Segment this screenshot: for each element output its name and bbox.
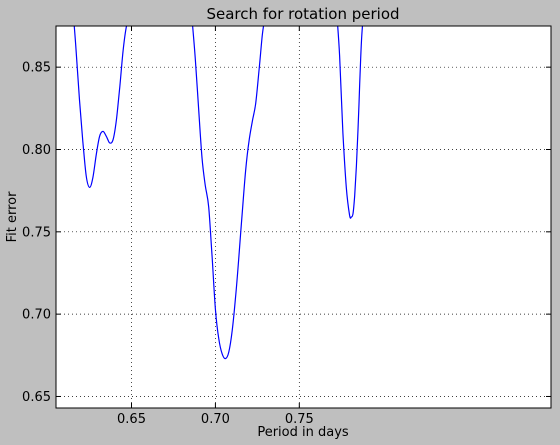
axis-ticks: 0.65 0.70 0.75 0.65 0.70 0.75 0.80 0.85 bbox=[22, 26, 551, 427]
series-line-segment-1 bbox=[73, 26, 128, 188]
y-tick-label: 0.75 bbox=[22, 225, 51, 240]
y-tick-label: 0.80 bbox=[22, 143, 51, 158]
x-tick-label: 0.75 bbox=[285, 412, 314, 427]
y-axis-label: Fit error bbox=[5, 191, 20, 243]
grid-lines bbox=[56, 26, 551, 408]
x-axis-label: Period in days bbox=[257, 425, 349, 440]
chart-title: Search for rotation period bbox=[206, 5, 399, 23]
series-lines bbox=[73, 26, 364, 360]
plot-frame bbox=[55, 25, 552, 409]
series-line-segment-2 bbox=[192, 26, 265, 360]
y-tick-label: 0.70 bbox=[22, 308, 51, 323]
x-tick-label: 0.70 bbox=[201, 412, 230, 427]
plot-area bbox=[56, 26, 551, 408]
series-line-segment-3 bbox=[337, 26, 364, 219]
y-tick-label: 0.65 bbox=[22, 390, 51, 405]
x-tick-label: 0.65 bbox=[117, 412, 146, 427]
y-tick-label: 0.85 bbox=[22, 61, 51, 76]
